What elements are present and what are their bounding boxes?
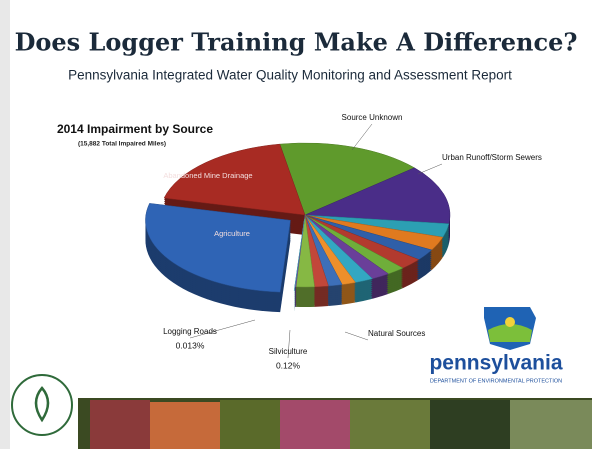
slice-label: Silviculture [269,347,308,356]
photo-foliage [430,400,510,449]
logo-name: pennsylvania [429,352,562,375]
slide-subtitle: Pennsylvania Integrated Water Quality Mo… [68,68,512,83]
logo-department: DEPARTMENT OF ENVIRONMENTAL PROTECTION [430,378,562,384]
value-label: 0.12% [276,360,301,370]
chart-subtitle: (15,882 Total Impaired Miles) [78,141,166,148]
photo-foliage [280,400,350,449]
committee-logo [12,375,72,435]
photo-foliage [220,400,280,449]
chart-title: 2014 Impairment by Source [57,122,213,136]
photo-foliage [510,400,592,449]
slide-title: Does Logger Training Make A Difference? [15,28,578,57]
slice-label: Abandoned Mine Drainage [163,171,252,180]
value-label: 0.013% [176,340,205,350]
photo-foliage [350,400,430,449]
keystone-sun [505,317,515,327]
slice-label: Natural Sources [368,329,425,338]
slice-label: Agriculture [214,229,250,238]
photo-foliage [90,400,150,449]
pa-logo [484,307,536,350]
logo-ring [12,375,72,435]
photo-foliage [150,402,220,449]
slice-label: Logging Roads [163,327,217,336]
photo-strip [78,398,592,449]
slice-label: Urban Runoff/Storm Sewers [442,153,542,162]
slice-label: Source Unknown [342,113,403,122]
page-edge [0,0,10,449]
slide: Does Logger Training Make A Difference? … [0,0,592,449]
